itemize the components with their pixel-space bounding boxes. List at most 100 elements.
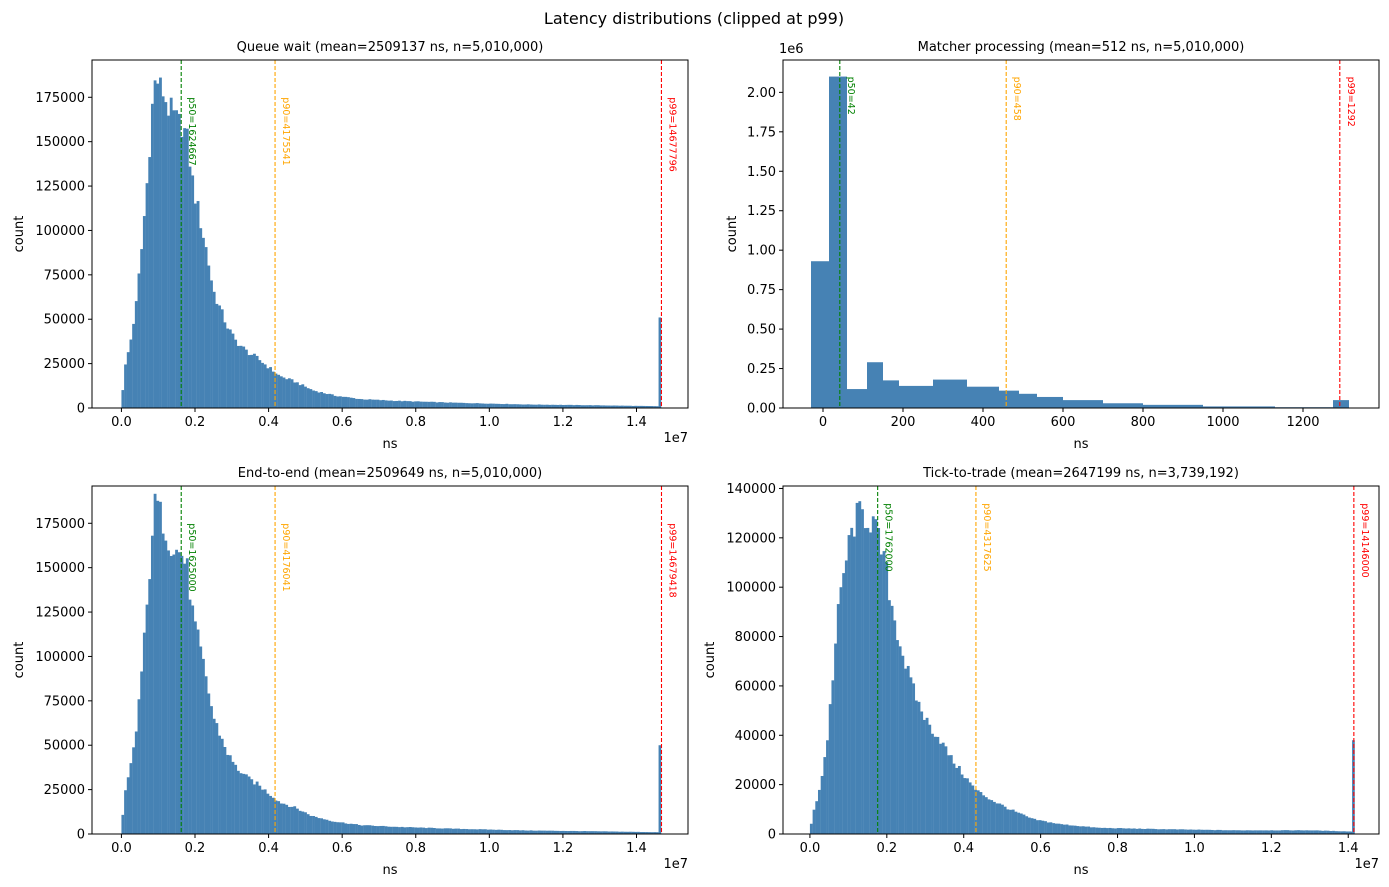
histogram-bar: [296, 382, 299, 408]
histogram-bar: [355, 398, 358, 408]
histogram-bar: [188, 599, 192, 834]
histogram-bar: [285, 379, 289, 408]
y-tick-label: 125000: [35, 180, 85, 195]
histogram-bar: [1280, 830, 1284, 834]
histogram-bar: [653, 832, 657, 834]
histogram-bar: [129, 763, 133, 834]
histogram-bar: [271, 371, 275, 408]
histogram-bar: [247, 776, 251, 834]
histogram-bar: [347, 823, 350, 834]
histogram-bar: [591, 405, 595, 408]
histogram-bar: [524, 830, 528, 834]
histogram-bar: [607, 831, 611, 834]
histogram-bar: [406, 827, 409, 834]
histogram-bar: [912, 683, 916, 834]
x-offset-text: 1e7: [663, 431, 688, 446]
histogram-bar: [1278, 830, 1282, 834]
histogram-bar: [191, 605, 195, 834]
histogram-bar: [933, 736, 937, 834]
histogram-bar: [357, 398, 361, 408]
histogram-bar: [285, 804, 289, 834]
histogram-bar: [1037, 396, 1063, 408]
histogram-bar: [443, 402, 447, 408]
histogram-bar: [1030, 818, 1034, 834]
histogram-bar: [1200, 829, 1204, 834]
histogram-bar: [132, 747, 136, 834]
histogram-bar: [812, 809, 816, 834]
histogram-bar: [349, 397, 353, 408]
histogram-bar: [381, 399, 385, 408]
histogram-bar: [1219, 829, 1222, 834]
histogram-bar: [567, 404, 571, 408]
histogram-bar: [586, 405, 589, 408]
histogram-bar: [481, 829, 485, 834]
histogram-bar: [634, 405, 638, 408]
histogram-bar: [561, 404, 565, 408]
histogram-bar: [1087, 826, 1090, 834]
histogram-bar: [159, 77, 162, 408]
histogram-bar: [904, 668, 907, 834]
histogram-bar: [960, 774, 964, 834]
histogram-bar: [271, 797, 275, 834]
histogram-bar: [459, 402, 463, 408]
histogram-bar: [612, 405, 616, 408]
histogram-bar: [866, 527, 870, 834]
histogram-bar: [390, 826, 393, 834]
histogram-bar: [156, 83, 160, 408]
histogram-bar: [371, 825, 375, 834]
histogram-bar: [1162, 829, 1166, 834]
histogram-bar: [242, 346, 246, 408]
histogram-bar: [583, 831, 587, 834]
histogram-bar: [1173, 829, 1177, 834]
x-offset-text: 1e7: [663, 857, 688, 872]
y-tick-label: 1.50: [747, 165, 776, 180]
histogram-bar: [177, 552, 181, 834]
y-axis-label: count: [725, 216, 740, 253]
histogram-bar: [809, 823, 813, 834]
histogram-bar: [430, 827, 434, 834]
histogram-bar: [368, 825, 372, 834]
histogram-bar: [193, 203, 197, 408]
plot-area: p50=1625000 p90=4176041 p99=14679418 0.0 0.2…: [35, 485, 689, 856]
histogram-bar: [909, 677, 913, 834]
histogram-bar: [443, 828, 447, 834]
histogram-bar: [175, 110, 178, 408]
histogram-bar: [1049, 822, 1053, 834]
x-tick-label: 0.2: [185, 841, 206, 856]
y-tick-label: 100000: [35, 650, 85, 665]
histogram-bar: [1197, 829, 1201, 834]
histogram-bar: [645, 832, 648, 834]
histogram-bar: [459, 829, 463, 834]
histogram-bar: [344, 396, 348, 408]
x-tick-label: 1.0: [1184, 841, 1205, 856]
histogram-bar: [505, 403, 509, 408]
histogram-bar: [834, 643, 837, 834]
histogram-bar: [1003, 806, 1007, 834]
histogram-bar: [427, 401, 431, 408]
histogram-bar: [1235, 830, 1239, 834]
histogram-bar: [422, 827, 426, 834]
histogram-bar: [341, 822, 345, 834]
histogram-bar: [344, 823, 348, 834]
histogram-bar: [279, 376, 283, 408]
histogram-bar: [815, 801, 819, 834]
histogram-bar: [559, 830, 563, 834]
histogram-bar: [828, 704, 832, 834]
histogram-bar: [126, 777, 130, 834]
histogram-bar: [132, 323, 136, 408]
histogram-bar: [1192, 829, 1195, 834]
x-tick-label: 1.4: [1338, 841, 1359, 856]
histogram-bar: [577, 831, 581, 834]
histogram-bar: [148, 157, 152, 408]
histogram-bar: [1157, 829, 1160, 834]
histogram-bar: [526, 404, 530, 408]
histogram-bar: [142, 216, 146, 408]
histogram-bar: [861, 509, 864, 834]
x-axis-label: ns: [1073, 437, 1088, 452]
histogram-bar: [470, 829, 474, 834]
histogram-bar: [202, 237, 205, 408]
histogram-bar: [944, 746, 948, 834]
histogram-bar: [473, 403, 477, 408]
histogram-bar: [1025, 816, 1029, 834]
histogram-bar: [441, 828, 444, 834]
